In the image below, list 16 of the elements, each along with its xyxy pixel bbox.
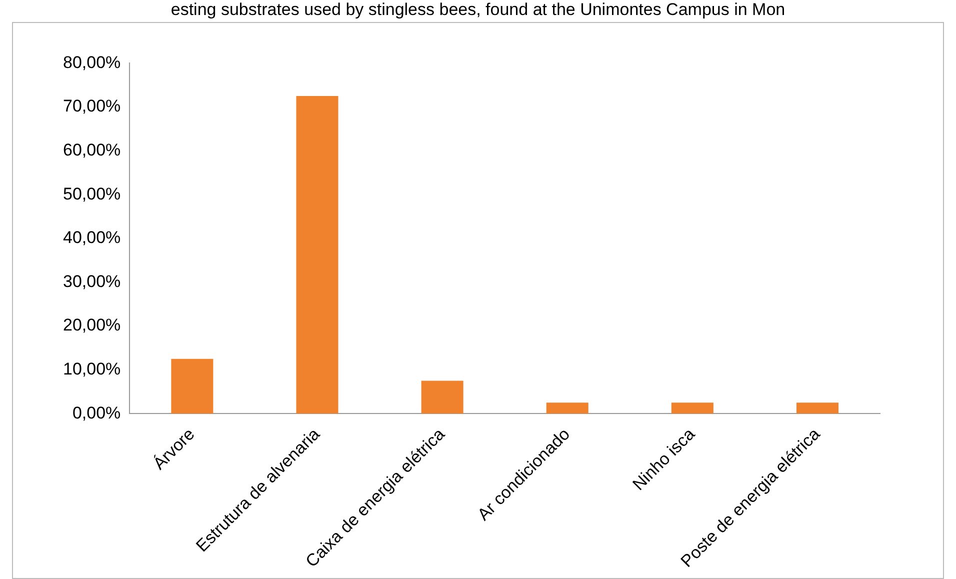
y-tick-label: 30,00% xyxy=(62,272,121,291)
y-tick-label: 60,00% xyxy=(62,140,121,160)
y-tick-label: 80,00% xyxy=(62,52,121,72)
y-tick-label: 20,00% xyxy=(62,316,121,335)
bar xyxy=(671,402,714,414)
bar xyxy=(296,96,338,414)
y-tick-label: 50,00% xyxy=(62,184,121,204)
bar xyxy=(171,358,214,414)
y-tick-label: 10,00% xyxy=(62,359,121,378)
y-tick-label: 0,00% xyxy=(72,403,121,422)
bar xyxy=(421,380,464,414)
bar xyxy=(796,402,838,414)
y-tick-label: 70,00% xyxy=(62,96,121,116)
y-tick-label: 40,00% xyxy=(62,228,121,248)
chart-title: esting substrates used by stingless bees, found at the Unimontes Campus in Mon xyxy=(170,0,786,20)
bar xyxy=(546,402,588,414)
